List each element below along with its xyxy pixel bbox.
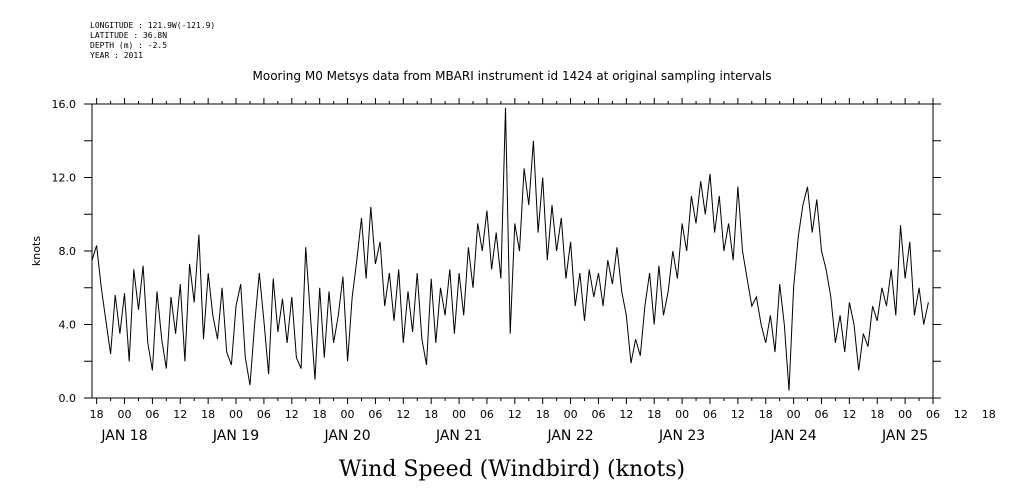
x-hour-tick-label: 06 — [257, 408, 271, 421]
x-day-label: JAN 23 — [658, 428, 705, 444]
x-hour-tick-label: 00 — [675, 408, 689, 421]
chart-title: Mooring M0 Metsys data from MBARI instru… — [253, 69, 772, 83]
x-hour-tick-label: 12 — [954, 408, 968, 421]
x-day-label: JAN 24 — [770, 428, 817, 444]
x-hour-tick-label: 06 — [703, 408, 717, 421]
y-tick-label: 4.0 — [59, 319, 77, 332]
x-hour-tick-label: 06 — [145, 408, 159, 421]
x-day-label: JAN 20 — [323, 428, 370, 444]
x-hour-tick-label: 12 — [508, 408, 522, 421]
chart-axes: 18 00 06 12 18 00 06 12 18 00 06 12 18 00 06 12 18 00 06 12… — [52, 98, 996, 444]
x-day-label: JAN 18 — [100, 428, 147, 444]
x-day-label: JAN 19 — [212, 428, 259, 444]
x-day-label: JAN 25 — [881, 428, 928, 444]
metadata-block: LONGITUDE : 121.9W(-121.9) LATITUDE : 36… — [90, 21, 215, 61]
plot-frame — [91, 103, 934, 399]
y-axis-label: knots — [30, 236, 43, 266]
x-hour-tick-label: 12 — [842, 408, 856, 421]
x-hour-tick-label: 18 — [313, 408, 327, 421]
depth-text: DEPTH (m) : -2.5 — [90, 41, 168, 50]
x-hour-tick-label: 12 — [396, 408, 410, 421]
x-hour-tick-label: 18 — [536, 408, 550, 421]
series-group — [91, 107, 929, 391]
x-hour-tick-label: 00 — [118, 408, 132, 421]
x-hour-tick-label: 18 — [647, 408, 661, 421]
x-hour-tick-label: 06 — [368, 408, 382, 421]
x-hour-tick-label: 06 — [480, 408, 494, 421]
x-hour-tick-label: 18 — [424, 408, 438, 421]
x-hour-tick-label: 06 — [926, 408, 940, 421]
x-axis-label: Wind Speed (Windbird) (knots) — [339, 457, 685, 482]
latitude-text: LATITUDE : 36.8N — [90, 31, 168, 40]
x-hour-tick-label: 00 — [452, 408, 466, 421]
x-hour-tick-label: 00 — [564, 408, 578, 421]
x-hour-tick-label: 06 — [814, 408, 828, 421]
x-hour-tick-label: 18 — [90, 408, 104, 421]
x-hour-tick-label: 00 — [229, 408, 243, 421]
x-day-label: JAN 21 — [435, 428, 482, 444]
y-tick-label: 16.0 — [52, 98, 77, 111]
x-hour-tick-label: 12 — [731, 408, 745, 421]
x-hour-tick-label: 12 — [619, 408, 633, 421]
longitude-text: LONGITUDE : 121.9W(-121.9) — [90, 21, 216, 30]
x-hour-tick-label: 18 — [759, 408, 773, 421]
year-text: YEAR : 2011 — [90, 51, 143, 60]
wind-speed-series-line — [91, 107, 929, 391]
x-hour-tick-label: 00 — [898, 408, 912, 421]
x-hour-tick-label: 18 — [201, 408, 215, 421]
y-tick-label: 0.0 — [59, 392, 77, 405]
x-hour-tick-label: 00 — [787, 408, 801, 421]
x-day-label: JAN 22 — [546, 428, 593, 444]
x-hour-tick-label: 00 — [341, 408, 355, 421]
y-tick-label: 8.0 — [59, 245, 77, 258]
x-hour-tick-label: 18 — [870, 408, 884, 421]
x-hour-tick-label: 12 — [285, 408, 299, 421]
x-hour-tick-label: 18 — [982, 408, 996, 421]
x-hour-tick-label: 12 — [173, 408, 187, 421]
y-tick-label: 12.0 — [52, 172, 77, 185]
x-hour-tick-label: 06 — [591, 408, 605, 421]
